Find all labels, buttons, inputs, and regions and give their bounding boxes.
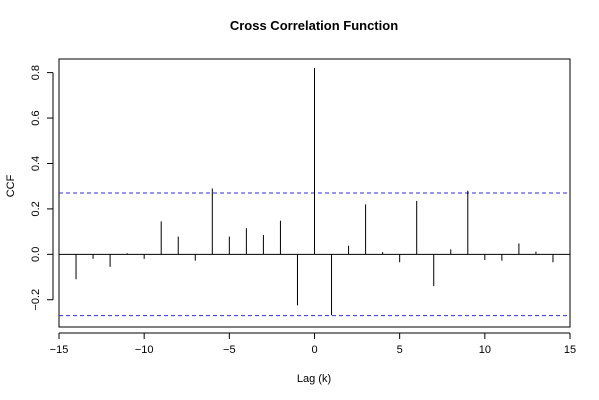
ccf-spikes: [75, 68, 554, 316]
x-tick-label: 0: [311, 344, 317, 356]
x-axis: −15 −10 −5 0 5 10 15: [50, 332, 576, 356]
x-tick-label: 5: [397, 344, 403, 356]
x-tick-label: −10: [135, 344, 154, 356]
x-tick-label: 15: [564, 344, 576, 356]
y-tick-label: 0.6: [30, 110, 42, 125]
x-tick-label: −15: [50, 344, 69, 356]
chart-title: Cross Correlation Function: [230, 18, 398, 33]
y-tick-label: 0.0: [30, 247, 42, 262]
x-tick-label: −5: [223, 344, 236, 356]
x-axis-label: Lag (k): [297, 373, 331, 385]
y-tick-label: 0.8: [30, 65, 42, 80]
y-tick-label: 0.4: [30, 156, 42, 171]
y-tick-label: 0.2: [30, 201, 42, 216]
x-tick-label: 10: [479, 344, 491, 356]
y-tick-label: −0.2: [30, 289, 42, 311]
y-axis-label: CCF: [5, 174, 17, 197]
y-axis: −0.2 0.0 0.2 0.4 0.6 0.8: [30, 65, 54, 311]
